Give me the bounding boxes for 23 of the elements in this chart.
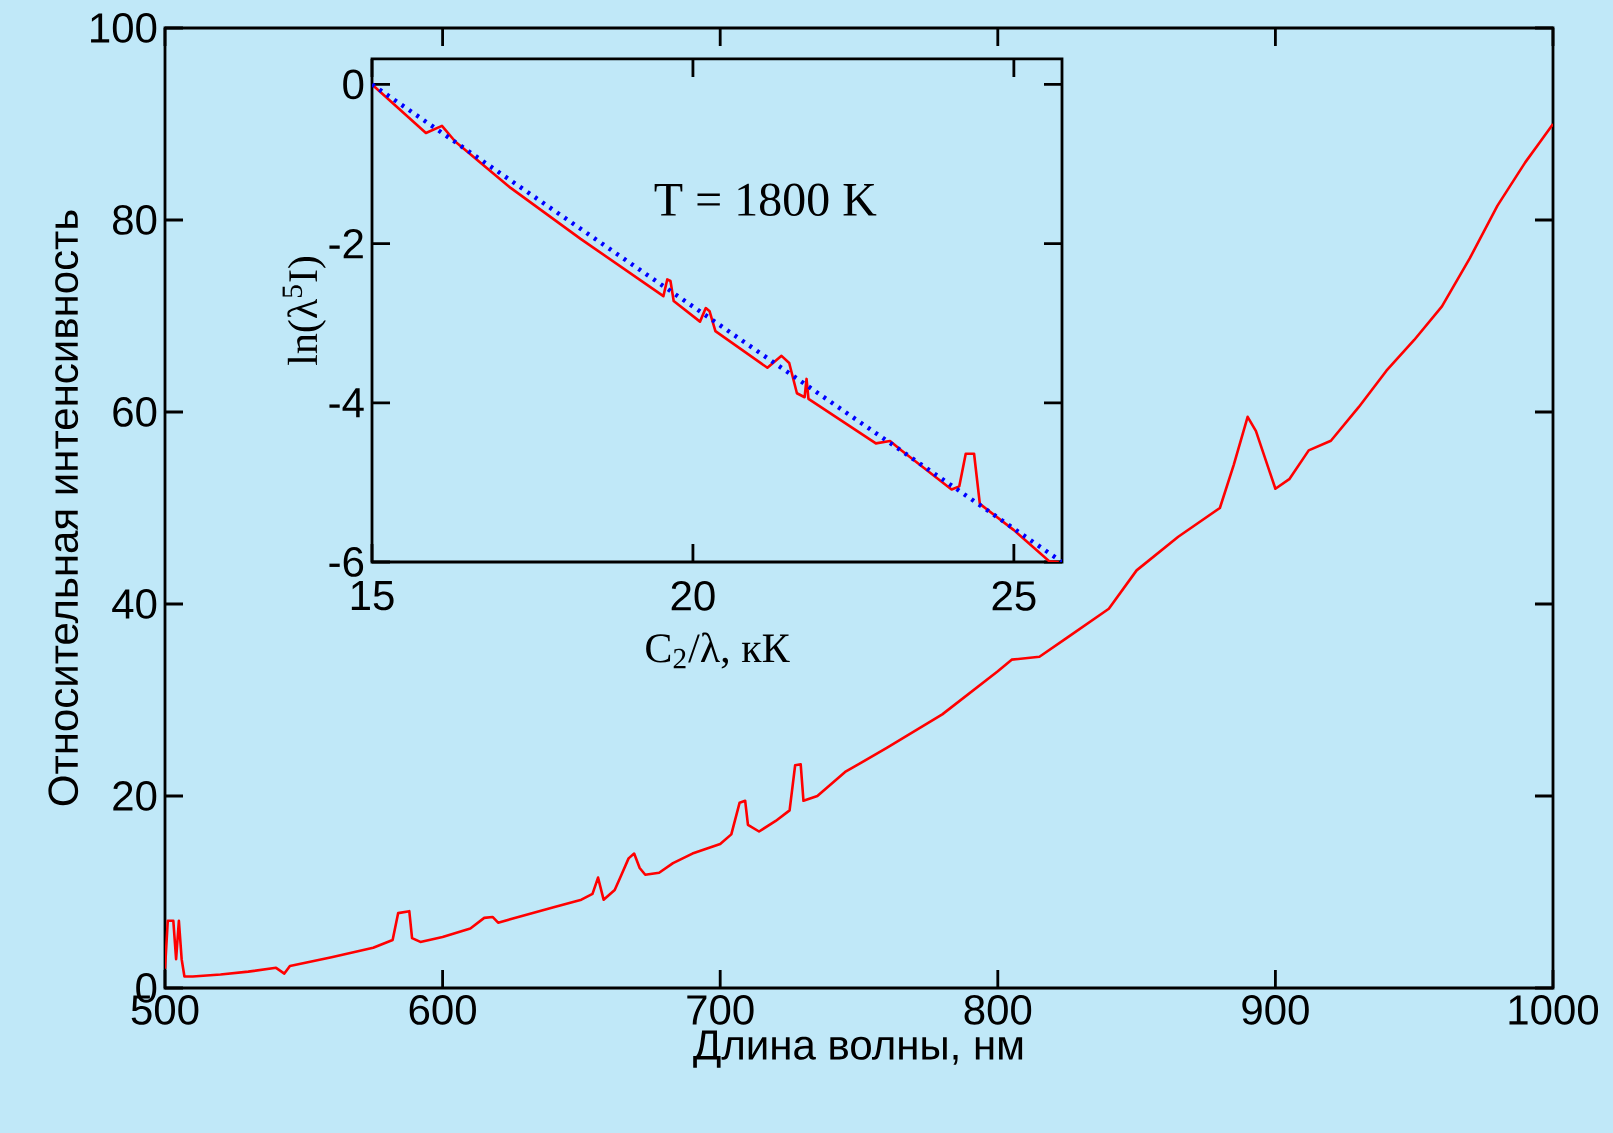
y-tick-label: 60 [113,397,157,427]
y-tick-label: 40 [112,589,157,619]
annotation: T = 1800 K [654,183,877,217]
y-tick-label: -6 [329,547,364,577]
y-tick-label: 0 [343,69,364,100]
x-tick-label: 900 [1242,995,1309,1025]
y-tick-label: 20 [113,781,157,811]
x-tick-label: 600 [409,995,476,1025]
x-tick-label: 1000 [1509,995,1599,1025]
x-axis-title: C$_{2}$/λ, кК [646,632,790,669]
y-tick-label: -2 [329,228,363,259]
x-tick-label: 25 [992,581,1036,611]
x-tick-label: 20 [671,581,715,611]
x-axis-title: Длина волны, нм [693,1030,1023,1068]
y-tick-label: -4 [329,388,364,418]
y-axis-title: ln(λ$^{5}$I) [282,256,326,365]
y-tick-label: 100 [91,13,157,43]
line-series [165,122,1553,978]
x-tick-label: 700 [687,995,754,1025]
x-tick-label: 15 [351,581,394,611]
y-axis-title: Относительная интенсивность [48,210,79,806]
y-tick-label: 80 [113,205,157,235]
x-tick-label: 800 [964,995,1032,1025]
